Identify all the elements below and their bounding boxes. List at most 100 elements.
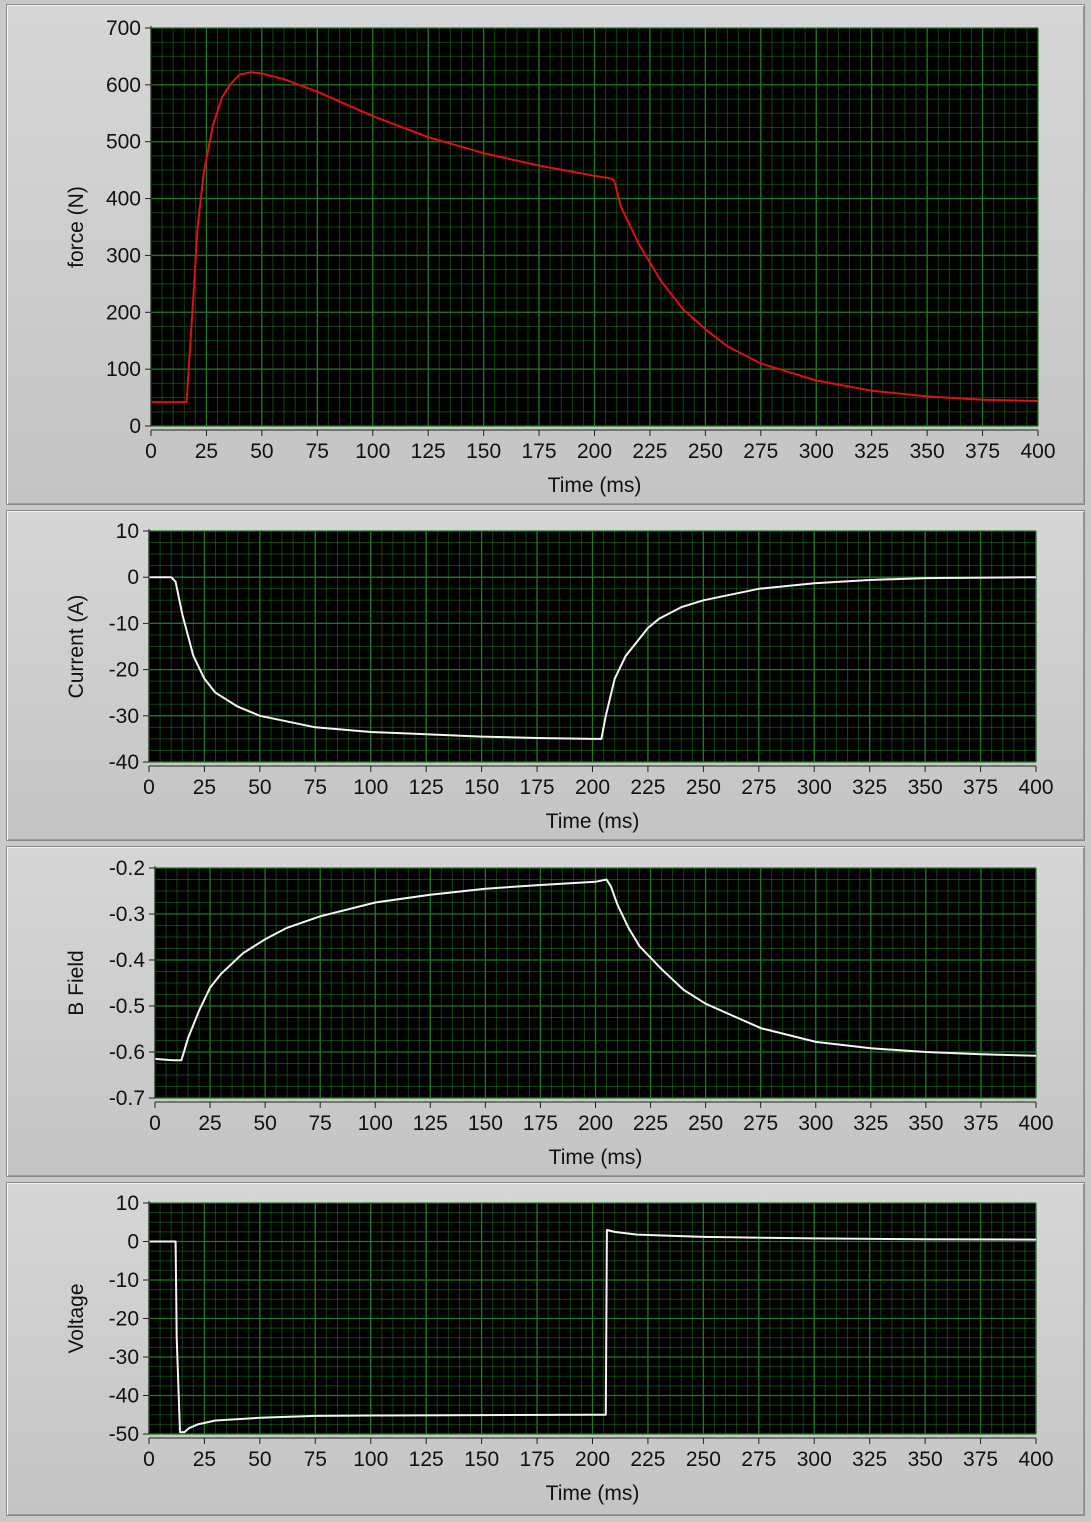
y-axis-label: Current (A) bbox=[65, 595, 88, 699]
y-tick-label: -30 bbox=[109, 705, 139, 728]
y-tick-label: -0.5 bbox=[109, 995, 145, 1018]
voltage-chart: 0 25 50 75 100 125 150 175 200 225 250 275 300 325 350… bbox=[65, 1192, 1054, 1505]
grid bbox=[148, 530, 1037, 763]
y-axis-label: force (N) bbox=[65, 186, 88, 268]
x-tick-label: 250 bbox=[688, 440, 723, 463]
series-line bbox=[149, 576, 1037, 740]
y-tick-label: -0.2 bbox=[109, 857, 145, 880]
y-tick-label: 500 bbox=[106, 131, 141, 154]
series-layer bbox=[151, 71, 1039, 404]
y-tick-label: 10 bbox=[116, 1192, 139, 1215]
axes: 0 25 50 75 100 125 150 175 200 225 250 275 300 325 350… bbox=[109, 1192, 1054, 1471]
x-tick-label: 100 bbox=[353, 776, 388, 799]
x-tick-label: 50 bbox=[248, 1448, 271, 1471]
x-tick-label: 200 bbox=[578, 1112, 613, 1135]
x-tick-label: 325 bbox=[853, 1112, 888, 1135]
x-tick-label: 400 bbox=[1018, 776, 1053, 799]
x-axis-label: Time (ms) bbox=[546, 810, 640, 833]
x-tick-label: 175 bbox=[520, 776, 555, 799]
x-tick-label: 100 bbox=[353, 1448, 388, 1471]
y-tick-label: 300 bbox=[106, 244, 141, 267]
x-tick-label: 25 bbox=[193, 776, 216, 799]
y-tick-label: -20 bbox=[109, 1308, 139, 1331]
x-tick-label: 25 bbox=[193, 1448, 216, 1471]
x-tick-label: 100 bbox=[358, 1112, 393, 1135]
x-tick-label: 225 bbox=[630, 1448, 665, 1471]
x-tick-label: 0 bbox=[143, 1448, 155, 1471]
series-layer bbox=[149, 576, 1037, 740]
axes: 0 25 50 75 100 125 150 175 200 225 250 275 300 325 350… bbox=[109, 857, 1054, 1135]
series-line bbox=[149, 1229, 1037, 1434]
series-line bbox=[154, 878, 1037, 1062]
x-tick-label: 250 bbox=[686, 1448, 721, 1471]
y-tick-label: 700 bbox=[106, 17, 141, 40]
x-tick-label: 375 bbox=[963, 1448, 998, 1471]
x-tick-label: 275 bbox=[741, 776, 776, 799]
x-tick-label: 400 bbox=[1020, 440, 1055, 463]
x-tick-label: 250 bbox=[688, 1112, 723, 1135]
axes: 0 25 50 75 100 125 150 175 200 225 250 275 300 325 350… bbox=[109, 520, 1054, 799]
x-tick-label: 75 bbox=[309, 1112, 332, 1135]
x-tick-label: 300 bbox=[797, 776, 832, 799]
grid bbox=[148, 1202, 1037, 1435]
x-tick-label: 150 bbox=[468, 1112, 503, 1135]
x-tick-label: 225 bbox=[633, 1112, 668, 1135]
y-tick-label: 10 bbox=[116, 520, 139, 543]
y-tick-label: 0 bbox=[129, 415, 141, 438]
y-tick-label: -50 bbox=[109, 1423, 139, 1446]
x-tick-label: 75 bbox=[306, 440, 329, 463]
axes: 0 25 50 75 100 125 150 175 200 225 250 275 300 325 350… bbox=[106, 17, 1056, 463]
x-axis-label: Time (ms) bbox=[549, 1146, 643, 1169]
x-tick-label: 125 bbox=[413, 1112, 448, 1135]
series-layer bbox=[149, 1229, 1037, 1434]
x-tick-label: 275 bbox=[743, 440, 778, 463]
x-tick-label: 150 bbox=[464, 776, 499, 799]
x-tick-label: 175 bbox=[522, 440, 557, 463]
x-tick-label: 200 bbox=[577, 440, 612, 463]
x-tick-label: 325 bbox=[852, 776, 887, 799]
x-tick-label: 350 bbox=[910, 440, 945, 463]
x-tick-label: 200 bbox=[575, 1448, 610, 1471]
x-tick-label: 300 bbox=[798, 1112, 833, 1135]
y-tick-label: 400 bbox=[106, 188, 141, 211]
x-tick-label: 225 bbox=[632, 440, 667, 463]
x-tick-label: 325 bbox=[852, 1448, 887, 1471]
x-tick-label: 0 bbox=[145, 440, 157, 463]
b-field-chart: 0 25 50 75 100 125 150 175 200 225 250 275 300 325 350… bbox=[65, 857, 1054, 1169]
x-axis-label: Time (ms) bbox=[546, 1482, 640, 1505]
current-chart: 0 25 50 75 100 125 150 175 200 225 250 275 300 325 350… bbox=[65, 520, 1054, 833]
y-tick-label: -0.7 bbox=[109, 1087, 145, 1110]
y-tick-label: -0.6 bbox=[109, 1041, 145, 1064]
x-tick-label: 300 bbox=[797, 1448, 832, 1471]
x-tick-label: 275 bbox=[741, 1448, 776, 1471]
y-axis-label: B Field bbox=[65, 950, 88, 1015]
y-tick-label: 600 bbox=[106, 74, 141, 97]
x-tick-label: 200 bbox=[575, 776, 610, 799]
y-tick-label: -0.4 bbox=[109, 949, 146, 972]
x-tick-label: 125 bbox=[409, 776, 444, 799]
x-tick-label: 400 bbox=[1018, 1112, 1053, 1135]
y-tick-label: 0 bbox=[127, 566, 139, 589]
x-tick-label: 275 bbox=[743, 1112, 778, 1135]
x-axis-label: Time (ms) bbox=[548, 474, 642, 497]
force-chart-panel: 0 25 50 75 100 125 150 175 200 225 250 275 300 325 350… bbox=[6, 4, 1085, 505]
y-tick-label: 100 bbox=[106, 358, 141, 381]
grid bbox=[150, 27, 1039, 427]
x-tick-label: 350 bbox=[908, 776, 943, 799]
y-tick-label: -10 bbox=[109, 612, 139, 635]
grid bbox=[154, 867, 1037, 1099]
x-tick-label: 50 bbox=[253, 1112, 276, 1135]
y-tick-label: 0 bbox=[127, 1231, 139, 1254]
x-tick-label: 375 bbox=[963, 1112, 998, 1135]
x-tick-label: 125 bbox=[409, 1448, 444, 1471]
series-layer bbox=[154, 878, 1037, 1062]
b-field-chart-panel: 0 25 50 75 100 125 150 175 200 225 250 275 300 325 350… bbox=[6, 846, 1085, 1177]
x-tick-label: 150 bbox=[464, 1448, 499, 1471]
x-tick-label: 50 bbox=[250, 440, 273, 463]
x-tick-label: 25 bbox=[198, 1112, 221, 1135]
x-tick-label: 0 bbox=[143, 776, 155, 799]
y-tick-label: -20 bbox=[109, 659, 139, 682]
force-chart: 0 25 50 75 100 125 150 175 200 225 250 275 300 325 350… bbox=[65, 17, 1056, 497]
y-tick-label: -40 bbox=[109, 1385, 139, 1408]
x-tick-label: 175 bbox=[523, 1112, 558, 1135]
